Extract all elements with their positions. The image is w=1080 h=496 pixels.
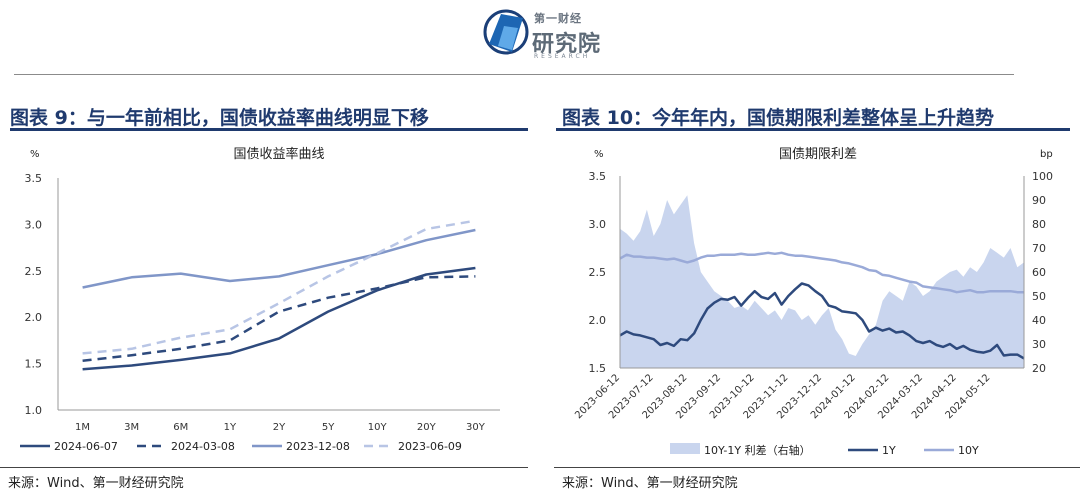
y-right-tick-label: 80 xyxy=(1032,218,1046,231)
y-right-tick-label: 50 xyxy=(1032,290,1046,303)
series-line-10Y xyxy=(619,251,1024,294)
left-figure-title: 图表 9：与一年前相比，国债收益率曲线明显下移 xyxy=(10,107,429,129)
y-tick-label: 3.0 xyxy=(589,218,607,231)
y-right-tick-label: 20 xyxy=(1032,362,1046,375)
y-tick-label: 1.5 xyxy=(25,358,43,371)
x-tick-label: 30Y xyxy=(466,422,486,433)
chart-title: 国债收益率曲线 xyxy=(233,146,324,162)
x-tick-label: 6M xyxy=(173,422,188,433)
y-tick-label: 3.0 xyxy=(25,218,43,231)
x-tick-label: 2Y xyxy=(273,422,286,433)
y-tick-label: 1.5 xyxy=(589,362,607,375)
y-tick-label: 2.0 xyxy=(25,311,43,324)
legend-label: 2024-06-07 xyxy=(54,440,118,453)
legend-label: 2023-06-09 xyxy=(398,440,462,453)
right-figure-title: 图表 10：今年年内，国债期限利差整体呈上升趋势 xyxy=(562,107,995,129)
right-title-rule xyxy=(556,128,1070,131)
term-spread-chart: 国债期限利差% bp 1.5 2.0 2.5 3.0 3.5 20 30 40 50 60 70 80 90… xyxy=(573,147,1053,457)
logo-main-text: 研究院 xyxy=(532,32,602,57)
y-tick-label: 3.5 xyxy=(25,172,43,185)
header-divider xyxy=(14,74,1014,75)
legend-label: 2024-03-08 xyxy=(171,440,235,453)
report-header: 第一财经 研究院 RESEARCH xyxy=(0,0,1080,74)
y-right-tick-label: 90 xyxy=(1032,194,1046,207)
right-source-note: 来源：Wind、第一财经研究院 xyxy=(562,476,738,491)
logo-icon xyxy=(483,9,529,55)
y-axis-unit: % xyxy=(594,149,604,160)
y-tick-label: 3.5 xyxy=(589,170,607,183)
right-bottom-rule xyxy=(554,467,1080,468)
legend-label: 1Y xyxy=(882,444,896,457)
y-tick-label: 2.5 xyxy=(589,266,607,279)
x-tick-label: 1Y xyxy=(224,422,237,433)
y-right-tick-label: 70 xyxy=(1032,242,1046,255)
series-line-2023-12-08 xyxy=(82,228,476,289)
left-bottom-rule xyxy=(0,467,528,468)
chart-title: 国债期限利差 xyxy=(779,147,857,162)
y-tick-label: 2.5 xyxy=(25,265,43,278)
left-source-note: 来源：Wind、第一财经研究院 xyxy=(8,476,184,491)
y-axis-right-unit: bp xyxy=(1040,149,1053,160)
legend-label: 10Y xyxy=(958,444,979,457)
y-right-tick-label: 30 xyxy=(1032,338,1046,351)
series-line-2024-03-08 xyxy=(82,275,476,363)
left-title-rule xyxy=(10,128,528,131)
legend-swatch xyxy=(670,443,700,454)
yield-curve-chart: 国债收益率曲线% 1.0 1.5 2.0 2.5 3.0 3.5 1M 3M 6M 1Y 2Y 5Y 10… xyxy=(20,146,500,453)
y-tick-label: 2.0 xyxy=(589,314,607,327)
x-tick-label: 1M xyxy=(75,422,90,433)
series-line-1Y xyxy=(619,282,1025,360)
x-tick-label: 5Y xyxy=(322,422,335,433)
y-right-tick-label: 40 xyxy=(1032,314,1046,327)
x-tick-label: 3M xyxy=(124,422,139,433)
y-tick-label: 1.0 xyxy=(25,404,43,417)
legend-label: 2023-12-08 xyxy=(286,440,350,453)
y-axis-unit: % xyxy=(30,149,40,160)
series-area-spread xyxy=(620,195,1024,368)
x-tick-label: 10Y xyxy=(368,422,388,433)
y-right-tick-label: 100 xyxy=(1032,170,1053,183)
legend-label: 10Y-1Y 利差（右轴） xyxy=(704,443,811,457)
series-line-2023-06-09 xyxy=(82,219,476,355)
x-tick-label: 20Y xyxy=(417,422,437,433)
series-line-2024-06-07 xyxy=(82,266,476,371)
logo-sub-text: RESEARCH xyxy=(534,53,591,60)
y-right-tick-label: 60 xyxy=(1032,266,1046,279)
logo-top-text: 第一财经 xyxy=(534,12,582,25)
